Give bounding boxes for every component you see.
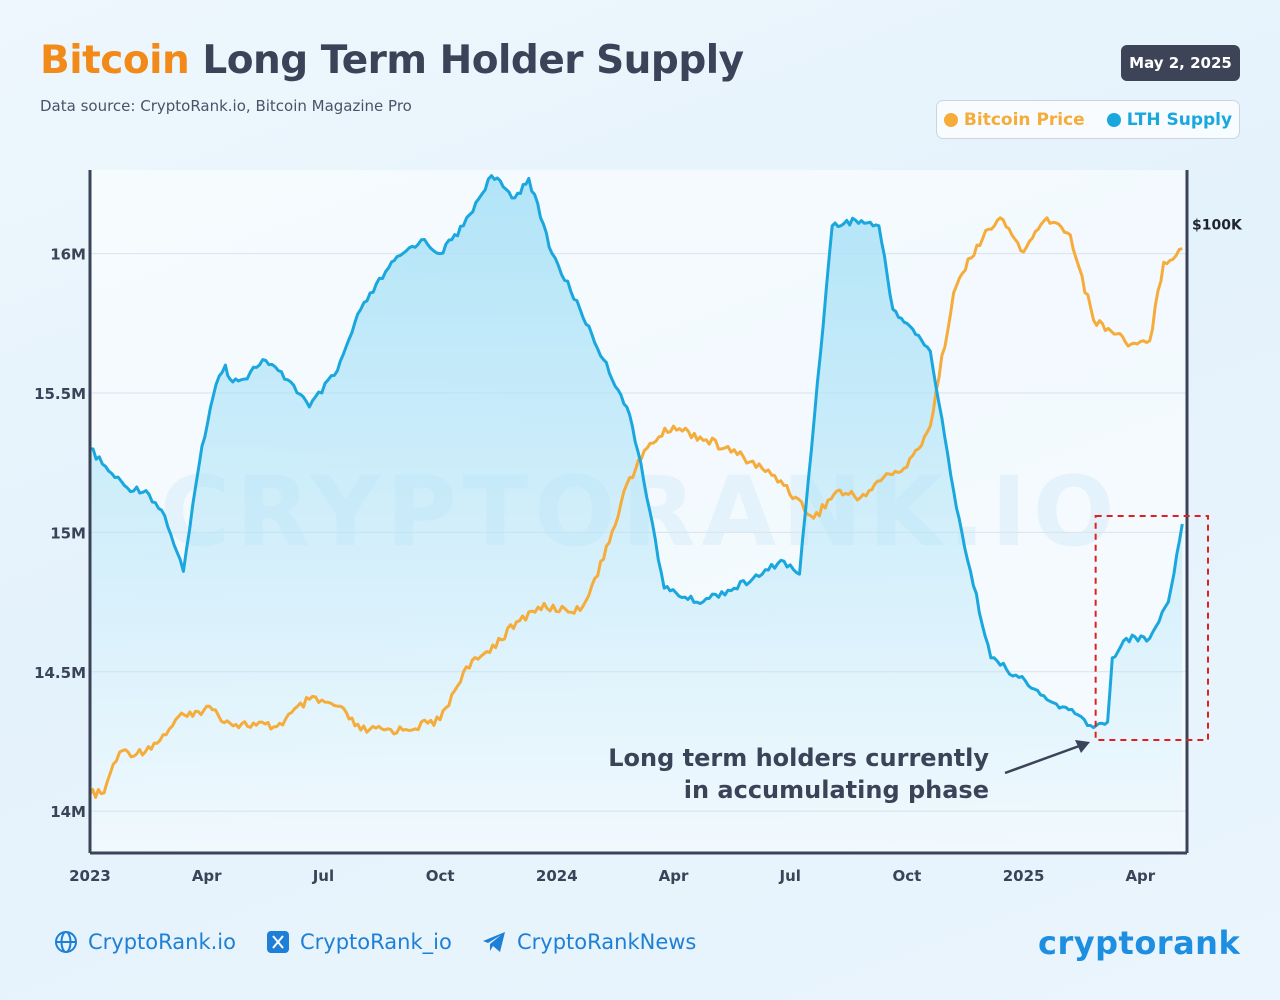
legend-item-price: Bitcoin Price [943,109,1085,130]
highlight-box [1094,515,1210,741]
x-tick-label: Apr [1125,867,1155,885]
footer-telegram[interactable]: CryptoRankNews [481,930,696,954]
y-tick-label: 14.5M [34,664,86,682]
title-accent: Bitcoin [40,38,190,83]
globe-icon [55,931,77,953]
legend: Bitcoin Price LTH Supply [936,100,1240,139]
x-tick-label: Jul [779,867,801,885]
y-tick-label: 15.5M [34,385,86,403]
x-tick-label: Apr [192,867,222,885]
x-tick-label: Apr [659,867,689,885]
legend-price-dot [943,112,958,127]
x-tick-label: Jul [312,867,334,885]
legend-lth-dot [1106,112,1121,127]
legend-item-lth: LTH Supply [1106,109,1233,130]
x-tick-label: 2023 [69,867,111,885]
footer-twitter[interactable]: CryptoRank_io [266,930,452,954]
footer-twitter-label: CryptoRank_io [300,930,452,954]
footer-telegram-label: CryptoRankNews [517,930,697,954]
x-tick-label: Oct [893,867,922,885]
date-badge: May 2, 2025 [1121,45,1240,81]
y-tick-label: 16M [50,246,86,264]
x-tick-label: Oct [426,867,455,885]
data-source: Data source: CryptoRank.io, Bitcoin Maga… [40,97,412,115]
telegram-icon [483,932,505,952]
lth-area [90,175,1183,854]
x-tick-label: 2024 [536,867,578,885]
legend-lth-label: LTH Supply [1126,109,1233,130]
y-tick-label: 14M [50,803,86,821]
footer-website[interactable]: CryptoRank.io [54,930,236,954]
bitcoin-price-line [88,216,1183,799]
annotation-text: Long term holders currently [608,744,989,772]
x-tick-label: 2025 [1003,867,1045,885]
y-tick-label: 15M [50,524,86,542]
lth-supply-line [89,174,1184,730]
x-twitter-icon [267,931,289,953]
title-rest: Long Term Holder Supply [189,38,744,83]
legend-price-label: Bitcoin Price [963,109,1085,130]
footer-website-label: CryptoRank.io [88,930,236,954]
brand-logo: cryptorank [1038,924,1241,962]
annotation-arrow [1004,743,1083,775]
annotation-text: in accumulating phase [684,776,989,804]
y-right-tick-label: $100K [1192,218,1243,234]
chart-title: Bitcoin Long Term Holder Supply [40,38,744,83]
annotation-arrowhead [1075,740,1090,753]
